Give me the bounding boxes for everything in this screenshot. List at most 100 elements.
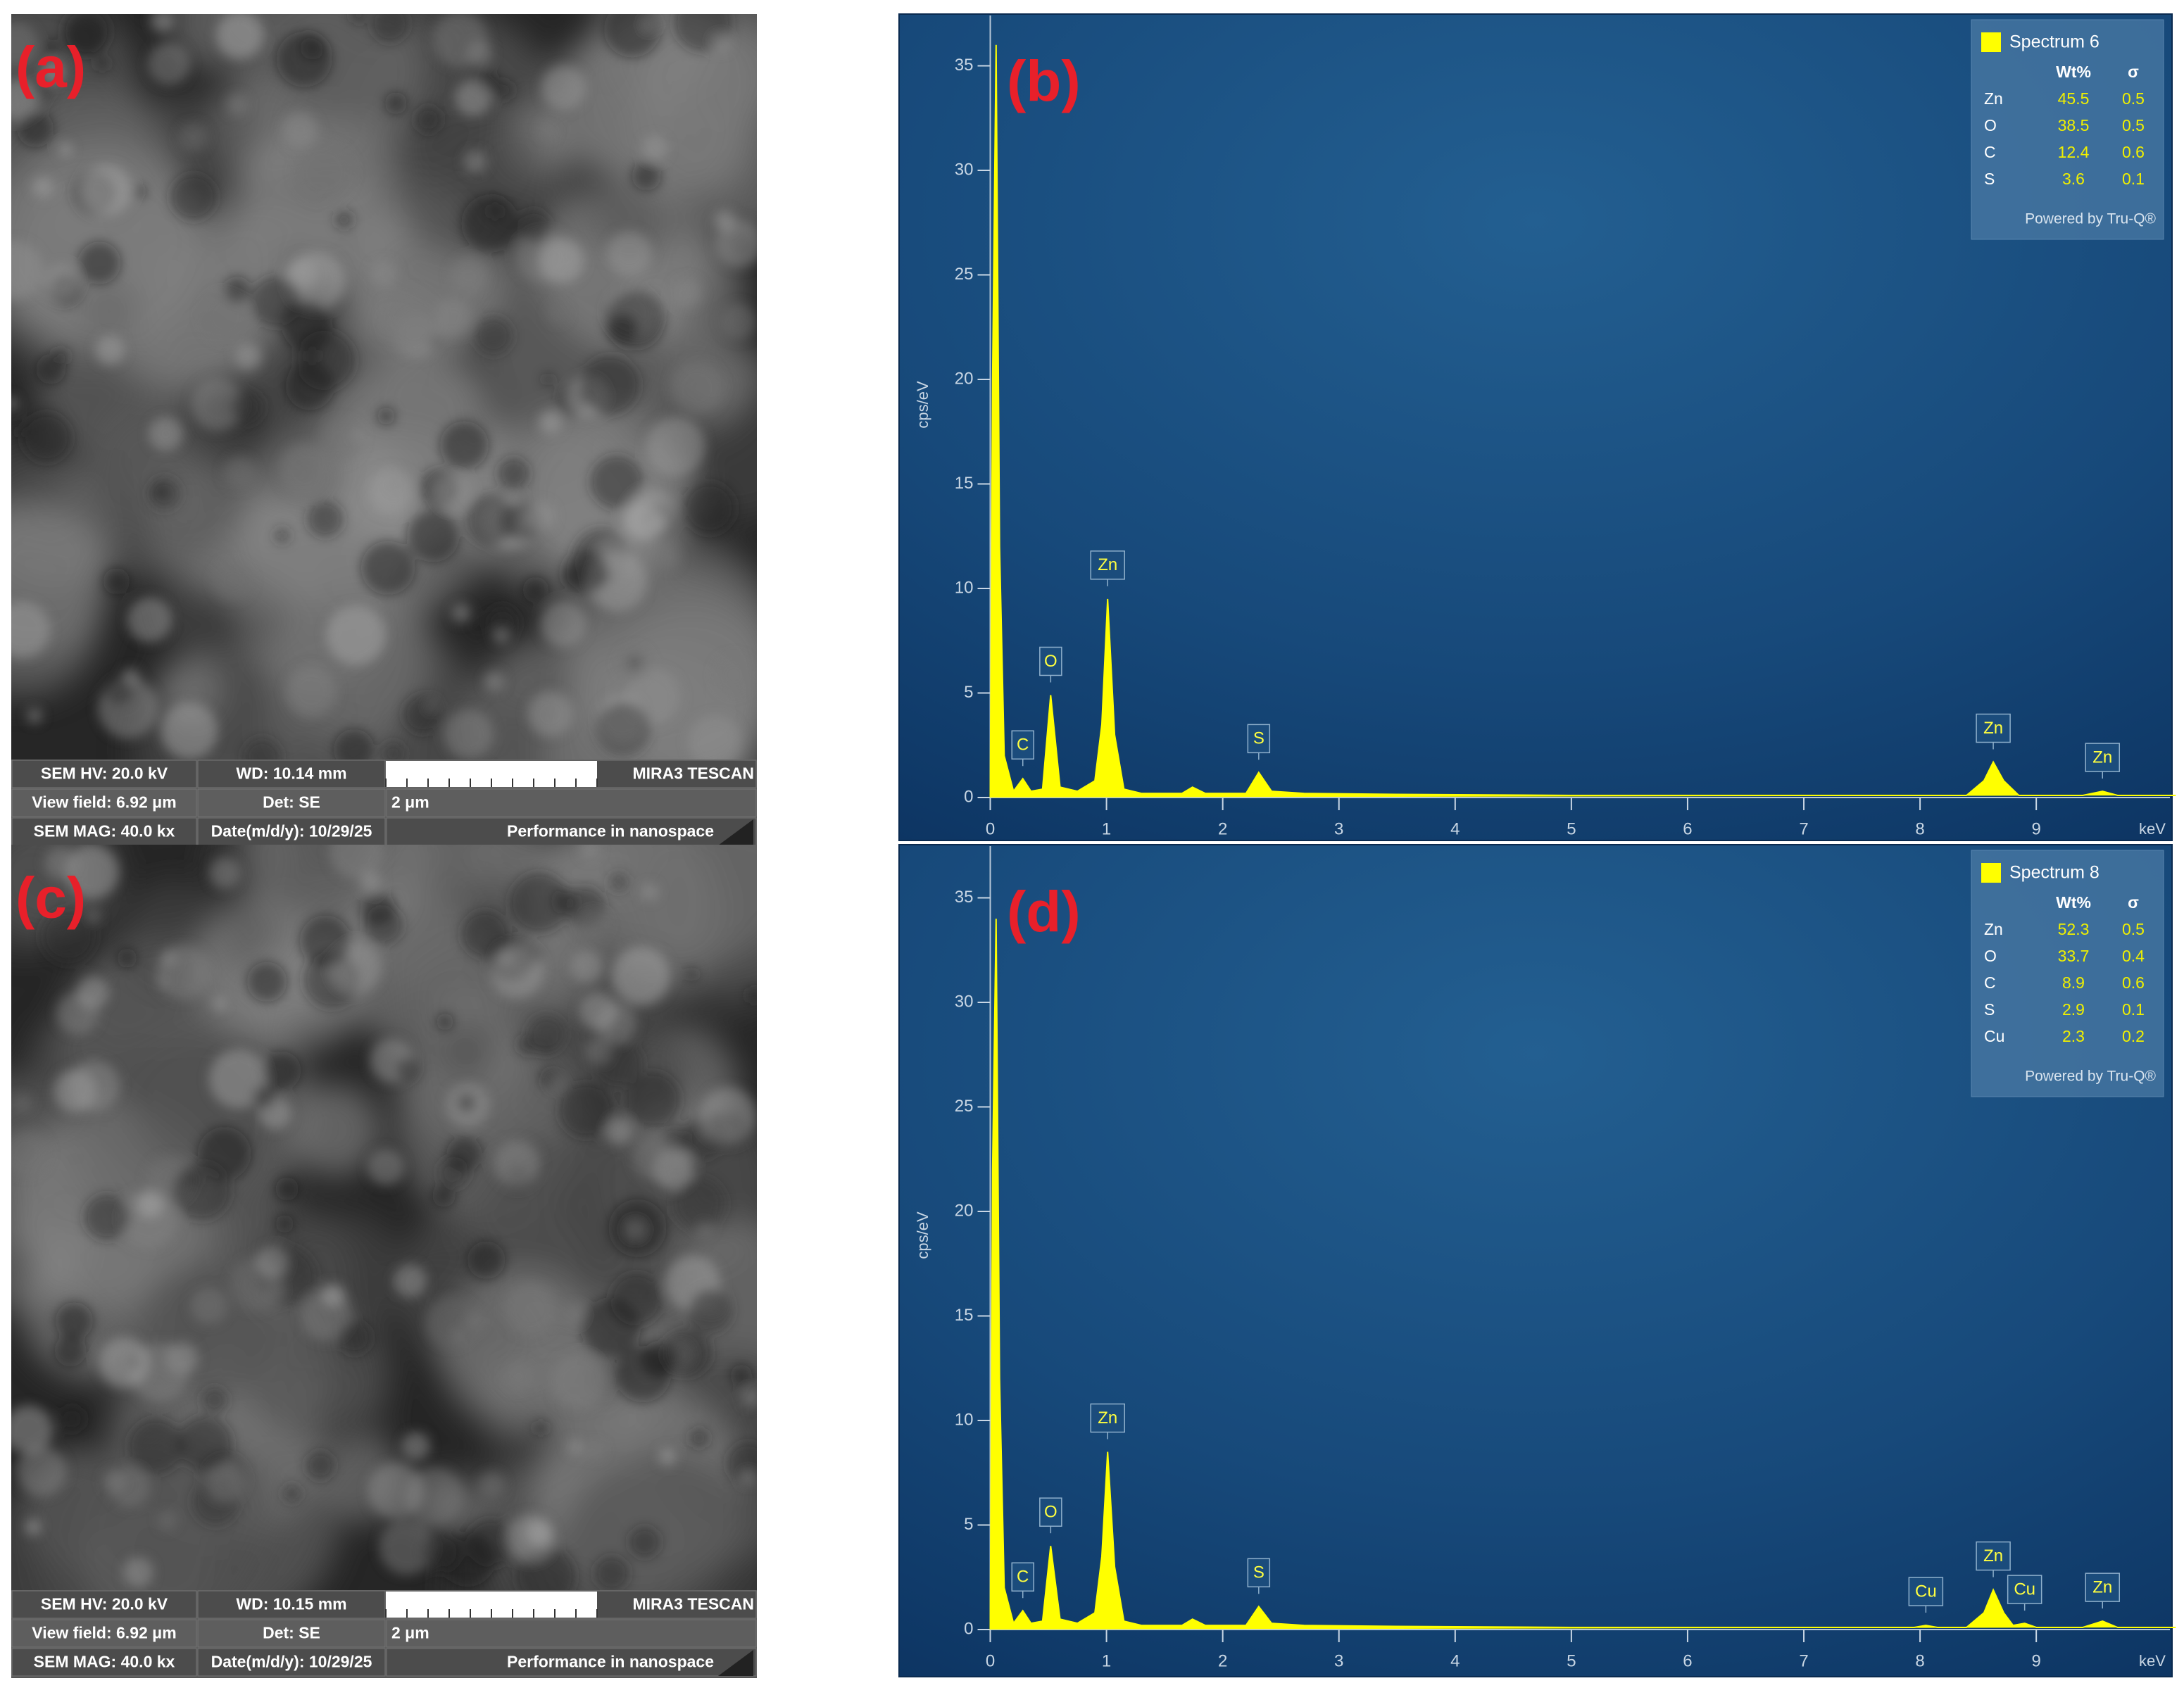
sem-detail	[542, 373, 555, 386]
sem-detail	[446, 1136, 482, 1172]
sem-detail	[549, 1076, 563, 1090]
sem-detail	[77, 976, 109, 1009]
sem-detail	[295, 142, 353, 201]
y-tick-label: 0	[964, 1619, 973, 1638]
x-tick-label: 4	[1450, 1651, 1460, 1670]
x-tick-label: 8	[1915, 819, 1924, 838]
peak-label-box	[1090, 550, 1125, 580]
peak-label: Zn	[1098, 555, 1117, 574]
sem-detail	[617, 647, 651, 681]
peak-label: O	[1044, 652, 1058, 671]
legend-box	[1971, 850, 2164, 1097]
y-tick-label: 5	[964, 683, 973, 702]
sem-detail	[589, 455, 644, 509]
x-tick-label: 3	[1334, 1651, 1343, 1670]
sem-detail	[382, 290, 441, 348]
y-tick-label: 25	[955, 265, 974, 284]
x-tick-label: 0	[986, 819, 995, 838]
sem-detail	[712, 34, 730, 52]
sem-detail	[11, 601, 51, 658]
info-cell	[386, 788, 757, 817]
sem-detail	[684, 968, 698, 981]
y-tick-label: 10	[955, 578, 974, 597]
sem-detail	[626, 489, 674, 537]
legend-column-header: Wt%	[2056, 893, 2091, 912]
sem-detail	[435, 474, 472, 511]
legend-element: S	[1984, 1000, 1995, 1019]
sem-detail	[687, 1289, 733, 1334]
sem-detail	[741, 1387, 757, 1407]
sem-detail	[44, 264, 79, 299]
sem-detail	[741, 1471, 755, 1485]
sem-detail	[321, 1283, 346, 1307]
sem-detail	[11, 241, 43, 300]
sem-detail	[579, 845, 600, 859]
legend-element: Cu	[1984, 1027, 2004, 1045]
y-tick-label: 20	[955, 1201, 974, 1220]
sem-detail	[642, 18, 655, 32]
x-tick-label: 6	[1683, 1651, 1692, 1670]
peak-label-box	[1039, 1497, 1062, 1527]
x-tick-label: 0	[986, 1651, 995, 1670]
sem-detail	[53, 348, 70, 365]
sem-detail	[99, 1337, 150, 1388]
sem-detail	[625, 1071, 681, 1128]
info-cell	[11, 760, 197, 788]
sem-detail	[156, 945, 211, 1000]
sem-detail	[368, 1463, 425, 1519]
sem-detail	[123, 1557, 153, 1588]
peak-label-box	[1247, 1558, 1271, 1588]
sem-detail	[550, 1353, 607, 1410]
sem-particle	[96, 395, 259, 558]
sem-detail	[432, 1183, 456, 1208]
legend-element: Zn	[1984, 920, 2003, 938]
sem-detail	[41, 908, 96, 964]
info-text: MIRA3 TESCAN	[632, 764, 754, 783]
info-text: View field: 6.92 μm	[32, 793, 176, 812]
info-text: Date(m/d/y): 10/29/25	[211, 1653, 372, 1671]
sem-detail	[684, 482, 736, 534]
sem-detail	[251, 1083, 277, 1110]
sem-detail	[539, 410, 563, 434]
sem-detail	[235, 344, 262, 370]
sem-detail	[456, 1092, 477, 1113]
sem-detail	[494, 1140, 540, 1187]
info-text: Performance in nanospace	[507, 822, 714, 840]
sem-detail	[594, 1556, 629, 1591]
sem-detail	[58, 142, 73, 156]
sem-detail	[213, 997, 226, 1010]
sem-detail	[426, 1297, 476, 1347]
peak-label: C	[1017, 736, 1029, 755]
sem-detail	[65, 16, 106, 57]
sem-detail	[425, 699, 439, 712]
sem-detail	[276, 31, 332, 87]
legend-value: 52.3	[2058, 920, 2090, 938]
sem-detail	[148, 477, 181, 510]
peak-label: Zn	[1098, 1409, 1117, 1428]
peak-label: Zn	[1983, 719, 2003, 738]
sem-detail	[461, 910, 509, 958]
info-text: WD: 10.14 mm	[236, 764, 346, 783]
x-tick-label: 5	[1567, 1651, 1576, 1670]
x-tick-label: 7	[1799, 819, 1808, 838]
sem-detail	[161, 702, 218, 760]
sem-detail	[201, 1387, 228, 1413]
sem-detail	[223, 456, 256, 489]
sem-detail	[384, 92, 408, 115]
info-cell	[197, 817, 386, 846]
sem-detail	[89, 909, 101, 922]
x-tick-label: 6	[1683, 819, 1692, 838]
sem-detail	[658, 1447, 677, 1466]
y-axis-label: cps/eV	[914, 1211, 931, 1259]
info-text: SEM HV: 20.0 kV	[41, 1595, 168, 1613]
sem-detail	[377, 407, 395, 425]
sem-detail	[370, 14, 409, 43]
sem-detail	[172, 1161, 232, 1221]
info-text: SEM MAG: 40.0 kx	[34, 1653, 175, 1671]
sem-particle	[437, 1023, 496, 1083]
sem-detail	[279, 443, 332, 497]
sem-image	[11, 845, 757, 1591]
sem-detail	[381, 741, 406, 760]
